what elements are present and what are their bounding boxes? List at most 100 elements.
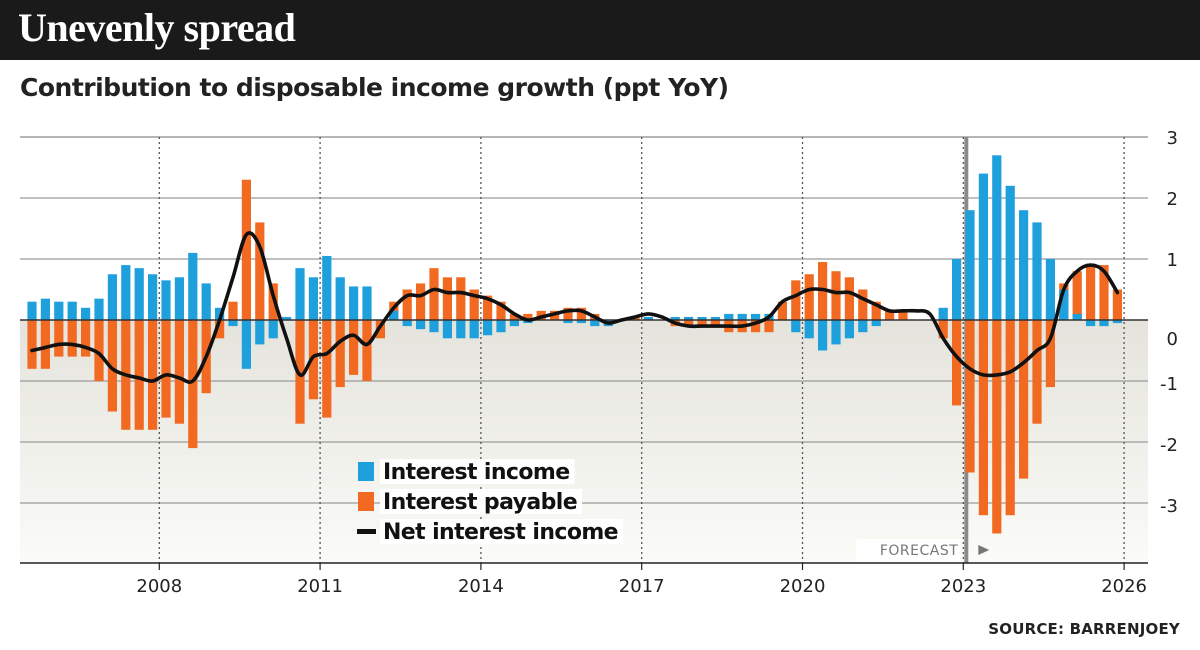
chart-subtitle: Contribution to disposable income growth… [20, 73, 729, 102]
bar-interest-income [844, 320, 854, 339]
bar-interest-payable [777, 301, 787, 320]
x-tick-label: 2017 [619, 576, 665, 597]
bar-interest-payable [710, 320, 720, 327]
bar-interest-income [576, 320, 586, 324]
headline: Unevenly spread [18, 5, 296, 50]
bar-interest-income [268, 320, 278, 339]
bar-interest-income [1112, 320, 1122, 324]
bar-interest-payable [228, 301, 238, 320]
bar-interest-payable [1019, 320, 1029, 479]
bar-interest-payable [885, 310, 895, 320]
legend-label-interest-payable: Interest payable [383, 490, 577, 515]
bar-interest-payable [349, 320, 359, 375]
bar-interest-payable [509, 313, 519, 320]
legend-label-background [380, 519, 623, 544]
bar-interest-income [416, 320, 426, 330]
bar-interest-payable [161, 320, 171, 418]
bar-interest-income [107, 274, 117, 320]
legend: Interest income Interest payable Net int… [357, 459, 623, 545]
bar-interest-income [442, 320, 452, 339]
bar-interest-payable [804, 274, 814, 320]
bar-interest-payable [871, 301, 881, 320]
bar-interest-income [429, 320, 439, 333]
bar-interest-payable [1072, 271, 1082, 320]
bar-interest-income [215, 307, 225, 320]
bar-interest-payable [1086, 265, 1096, 320]
bar-interest-payable [295, 320, 305, 424]
bar-interest-income [469, 320, 479, 339]
bar-interest-payable [81, 320, 91, 357]
bar-interest-payable [523, 313, 533, 320]
bar-interest-income [509, 320, 519, 327]
bar-interest-payable [442, 277, 452, 320]
bar-interest-income [818, 320, 828, 351]
bar-interest-payable [952, 320, 962, 406]
bar-interest-payable [1112, 289, 1122, 320]
bar-interest-income [563, 320, 573, 324]
bar-interest-payable [429, 268, 439, 320]
bar-interest-income [496, 320, 506, 333]
bar-interest-payable [308, 320, 318, 400]
bar-interest-income [362, 286, 372, 320]
x-tick-label: 2020 [780, 576, 826, 597]
bar-interest-income [94, 298, 104, 320]
y-tick-label: 2 [1167, 189, 1178, 210]
bar-interest-income [134, 268, 144, 320]
bar-interest-income [710, 316, 720, 320]
x-tick-label: 2023 [940, 576, 986, 597]
bar-interest-payable [1032, 320, 1042, 424]
bar-interest-payable [215, 320, 225, 339]
bar-interest-income [402, 320, 412, 327]
bar-interest-payable [241, 179, 251, 320]
bar-interest-payable [40, 320, 50, 369]
bar-interest-payable [362, 320, 372, 381]
bar-interest-payable [965, 320, 975, 473]
legend-swatch-interest-income [358, 462, 374, 481]
legend-swatch-interest-payable [358, 492, 374, 511]
bar-interest-income [1045, 259, 1055, 320]
bar-interest-payable [992, 320, 1002, 534]
bar-interest-income [295, 268, 305, 320]
bar-interest-payable [791, 280, 801, 320]
bar-interest-income [161, 280, 171, 320]
legend-label-interest-income: Interest income [383, 460, 570, 485]
bar-interest-payable [94, 320, 104, 381]
forecast-label: FORECAST [880, 543, 958, 559]
bar-interest-income [684, 316, 694, 320]
bar-interest-income [188, 252, 198, 320]
bar-interest-payable [402, 289, 412, 320]
bar-interest-payable [67, 320, 77, 357]
bar-interest-income [858, 320, 868, 333]
bar-interest-payable [751, 320, 761, 333]
bar-interest-income [322, 255, 332, 320]
bar-interest-payable [697, 320, 707, 327]
bar-interest-income [148, 274, 158, 320]
bar-interest-income [174, 277, 184, 320]
bar-interest-income [724, 313, 734, 320]
bar-interest-income [751, 313, 761, 320]
bar-interest-income [965, 210, 975, 320]
bar-interest-payable [483, 295, 493, 320]
header-bar [0, 0, 1200, 60]
bar-interest-payable [1045, 320, 1055, 388]
bar-interest-income [804, 320, 814, 339]
bar-interest-income [1072, 313, 1082, 320]
bar-interest-income [831, 320, 841, 345]
forecast-label-background [856, 539, 961, 561]
bar-interest-income [81, 307, 91, 320]
bar-interest-payable [858, 289, 868, 320]
bar-interest-income [335, 277, 345, 320]
legend-label-background [380, 489, 583, 514]
bar-interest-payable [174, 320, 184, 424]
bar-interest-income [54, 301, 64, 320]
bar-interest-payable [456, 277, 466, 320]
source-note: SOURCE: BARRENJOEY [988, 620, 1180, 638]
bar-interest-payable [148, 320, 158, 430]
bar-interest-payable [322, 320, 332, 418]
bar-interest-income [40, 298, 50, 320]
bar-interest-income [1099, 320, 1109, 327]
bar-interest-payable [107, 320, 117, 412]
bar-interest-income [308, 277, 318, 320]
bar-interest-payable [27, 320, 37, 369]
